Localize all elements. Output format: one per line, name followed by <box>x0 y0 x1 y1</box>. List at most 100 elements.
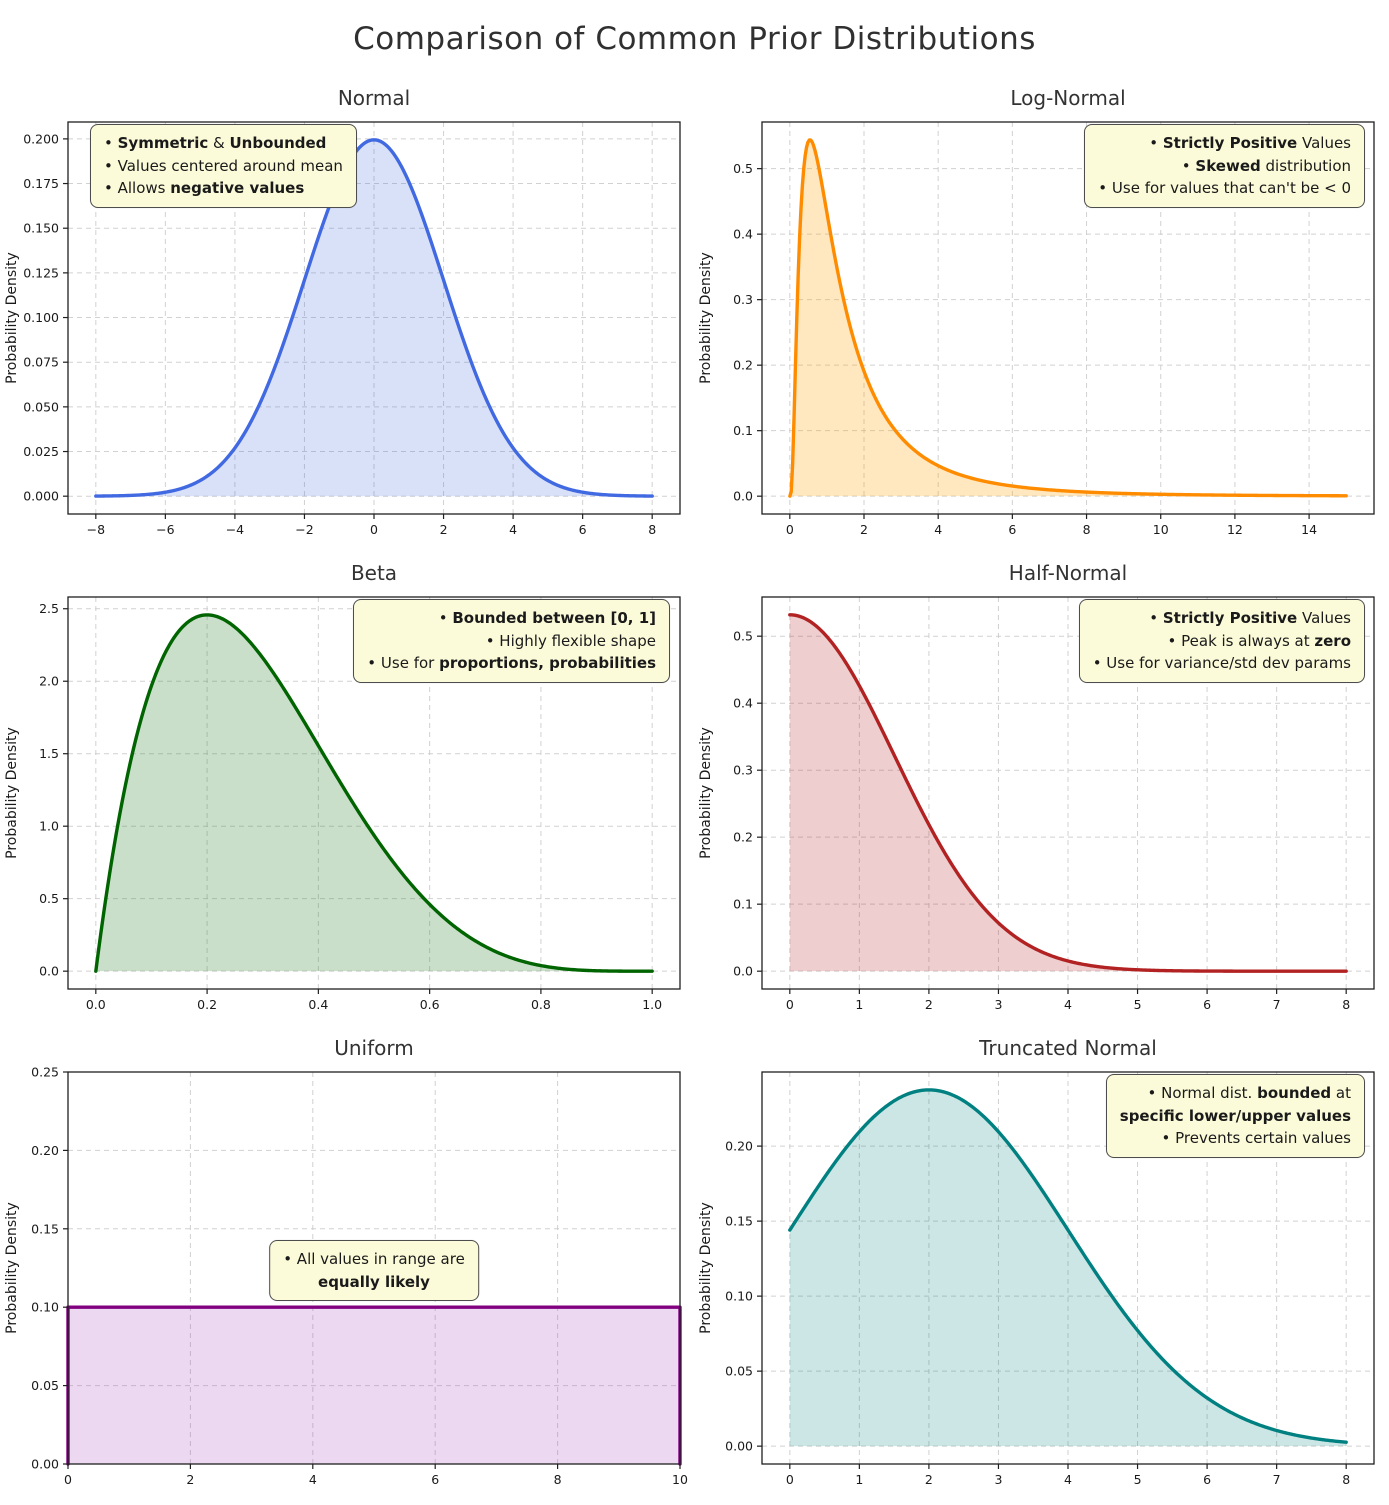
subplot-truncnormal: Truncated Normal 0 1 2 3 4 5 6 7 8 0.00 0.05 0.10 0.… <box>694 1028 1389 1503</box>
svg-text:0.175: 0.175 <box>23 176 59 191</box>
svg-text:0.025: 0.025 <box>23 444 59 459</box>
svg-text:2.0: 2.0 <box>39 674 59 689</box>
svg-text:1.0: 1.0 <box>642 997 662 1012</box>
svg-text:1: 1 <box>855 997 863 1012</box>
svg-text:0.0: 0.0 <box>733 489 753 504</box>
subplot-uniform: Uniform 0 2 4 6 8 10 0.00 0.05 0.10 0.15 0.20 0.25 … <box>0 1028 694 1503</box>
svg-text:4: 4 <box>309 1472 317 1487</box>
y-axis-label: Probability Density <box>698 252 714 384</box>
svg-text:6: 6 <box>1203 1472 1211 1487</box>
svg-text:0.5: 0.5 <box>733 629 753 644</box>
svg-text:−6: −6 <box>156 522 174 537</box>
chart-title-uniform: Uniform <box>334 1036 414 1060</box>
svg-text:0: 0 <box>786 1472 794 1487</box>
svg-text:1.5: 1.5 <box>39 746 59 761</box>
svg-text:0.000: 0.000 <box>23 489 59 504</box>
svg-text:6: 6 <box>1203 997 1211 1012</box>
svg-text:1.0: 1.0 <box>39 819 59 834</box>
svg-text:0.8: 0.8 <box>531 997 551 1012</box>
subplot-normal: Normal −8 −6 −4 −2 0 2 4 6 8 0.000 0.025 0.050 0.075… <box>0 78 694 553</box>
svg-text:0.00: 0.00 <box>725 1439 753 1454</box>
annotation-box-lognormal: • Strictly Positive Values • Skewed distr… <box>1084 124 1365 208</box>
svg-text:0.100: 0.100 <box>23 310 59 325</box>
subplot-halfnormal: Half-Normal 0 1 2 3 4 5 6 7 8 0.0 0.1 0.2 0.3 0.4 0.5 … <box>694 553 1389 1028</box>
y-axis-label: Probability Density <box>4 252 20 384</box>
subplot-lognormal: Log-Normal 0 2 4 6 8 10 12 14 0.0 0.1 0.2 0.3 0.4 0.5… <box>694 78 1389 553</box>
y-axis-label: Probability Density <box>4 727 20 859</box>
svg-text:2: 2 <box>440 522 448 537</box>
svg-text:3: 3 <box>994 997 1002 1012</box>
annotation-box-truncnormal: • Normal dist. bounded at specific lower/… <box>1105 1074 1365 1158</box>
uniform-distribution-plot: 0 2 4 6 8 10 0.00 0.05 0.10 0.15 0.20 0.25 Probabil… <box>4 1065 688 1488</box>
svg-text:0.05: 0.05 <box>725 1364 753 1379</box>
svg-text:10: 10 <box>1153 522 1169 537</box>
svg-text:0.5: 0.5 <box>733 161 753 176</box>
svg-text:0.15: 0.15 <box>31 1221 59 1236</box>
svg-text:4: 4 <box>1064 1472 1072 1487</box>
svg-text:0.4: 0.4 <box>308 997 328 1012</box>
page-title: Comparison of Common Prior Distributions <box>353 21 1036 57</box>
svg-text:−4: −4 <box>226 522 244 537</box>
chart-title-truncnormal: Truncated Normal <box>979 1036 1157 1060</box>
svg-text:0.0: 0.0 <box>39 964 59 979</box>
svg-text:0.4: 0.4 <box>733 227 753 242</box>
svg-text:8: 8 <box>648 522 656 537</box>
svg-text:0.05: 0.05 <box>31 1378 59 1393</box>
svg-text:1: 1 <box>855 1472 863 1487</box>
svg-text:5: 5 <box>1134 997 1142 1012</box>
annotation-box-beta: • Bounded between [0, 1] • Highly flexibl… <box>353 599 670 683</box>
svg-text:0.150: 0.150 <box>23 221 59 236</box>
svg-text:3: 3 <box>994 1472 1002 1487</box>
svg-text:8: 8 <box>1083 522 1091 537</box>
svg-text:0.075: 0.075 <box>23 355 59 370</box>
svg-text:0.050: 0.050 <box>23 399 59 414</box>
normal-distribution-plot: −8 −6 −4 −2 0 2 4 6 8 0.000 0.025 0.050 0.075 0.100 0.… <box>4 121 681 537</box>
svg-text:2: 2 <box>186 1472 194 1487</box>
svg-text:0.125: 0.125 <box>23 265 59 280</box>
svg-text:0.5: 0.5 <box>39 891 59 906</box>
svg-text:−2: −2 <box>295 522 313 537</box>
svg-text:2.5: 2.5 <box>39 601 59 616</box>
svg-text:−8: −8 <box>87 522 105 537</box>
y-axis-label: Probability Density <box>698 1202 714 1334</box>
svg-text:0.3: 0.3 <box>733 763 753 778</box>
svg-text:7: 7 <box>1273 1472 1281 1487</box>
svg-text:0.1: 0.1 <box>733 897 753 912</box>
halfnormal-distribution-plot: 0 1 2 3 4 5 6 7 8 0.0 0.1 0.2 0.3 0.4 0.5 Probability … <box>698 596 1375 1012</box>
svg-text:6: 6 <box>1008 522 1016 537</box>
truncated-normal-distribution-plot: 0 1 2 3 4 5 6 7 8 0.00 0.05 0.10 0.15 0.20 Probabilit… <box>698 1071 1375 1487</box>
svg-text:2: 2 <box>925 1472 933 1487</box>
svg-text:10: 10 <box>672 1472 688 1487</box>
svg-text:14: 14 <box>1301 522 1317 537</box>
svg-text:0.15: 0.15 <box>725 1214 753 1229</box>
svg-text:0.0: 0.0 <box>86 997 106 1012</box>
y-axis-label: Probability Density <box>4 1202 20 1334</box>
annotation-box-uniform: • All values in range are equally likely <box>269 1240 479 1301</box>
svg-text:0.1: 0.1 <box>733 423 753 438</box>
svg-text:6: 6 <box>579 522 587 537</box>
svg-text:0: 0 <box>786 997 794 1012</box>
svg-text:0.6: 0.6 <box>420 997 440 1012</box>
svg-text:0.10: 0.10 <box>725 1289 753 1304</box>
annotation-box-normal: • Symmetric & Unbounded • Values centered… <box>90 124 357 208</box>
svg-text:0: 0 <box>786 522 794 537</box>
svg-text:4: 4 <box>509 522 517 537</box>
svg-text:0.10: 0.10 <box>31 1300 59 1315</box>
svg-text:8: 8 <box>554 1472 562 1487</box>
svg-text:8: 8 <box>1342 1472 1350 1487</box>
chart-title-normal: Normal <box>337 86 411 110</box>
svg-text:2: 2 <box>925 997 933 1012</box>
annotation-box-halfnormal: • Strictly Positive Values • Peak is alwa… <box>1078 599 1365 683</box>
svg-text:4: 4 <box>1064 997 1072 1012</box>
svg-text:0.2: 0.2 <box>733 830 753 845</box>
chart-title-lognormal: Log-Normal <box>1010 86 1126 110</box>
chart-title-beta: Beta <box>350 561 398 585</box>
svg-text:0.25: 0.25 <box>31 1065 59 1080</box>
svg-text:6: 6 <box>431 1472 439 1487</box>
svg-text:0.20: 0.20 <box>725 1139 753 1154</box>
svg-text:0: 0 <box>370 522 378 537</box>
svg-text:0.4: 0.4 <box>733 696 753 711</box>
svg-text:7: 7 <box>1273 997 1281 1012</box>
svg-text:0: 0 <box>64 1472 72 1487</box>
svg-text:0.0: 0.0 <box>733 964 753 979</box>
